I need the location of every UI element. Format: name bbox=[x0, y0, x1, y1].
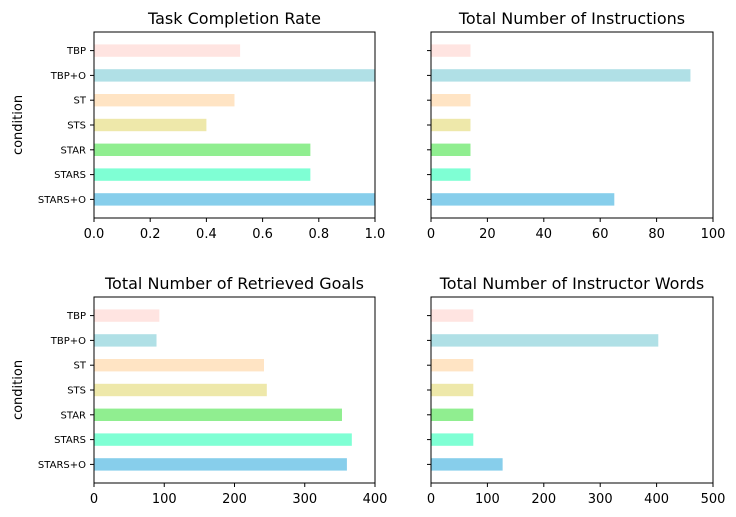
y-tick-label: STS bbox=[67, 386, 86, 397]
bar-tbp-pluso bbox=[431, 334, 659, 347]
y-tick-label: STAR bbox=[61, 410, 87, 421]
y-tick-label: STARS+O bbox=[38, 460, 86, 471]
bar-stars bbox=[94, 168, 311, 181]
bar-tbp bbox=[431, 309, 474, 322]
x-tick-label: 80 bbox=[648, 227, 665, 242]
bar-st bbox=[94, 94, 235, 107]
y-tick-label: TBP+O bbox=[50, 71, 86, 82]
chart-title: Task Completion Rate bbox=[147, 9, 321, 28]
y-tick-label: STARS bbox=[54, 170, 86, 181]
x-tick-label: 400 bbox=[363, 492, 388, 507]
x-tick-label: 400 bbox=[644, 492, 669, 507]
bar-star bbox=[94, 408, 342, 421]
y-tick-label: TBP bbox=[66, 311, 86, 322]
x-tick-label: 200 bbox=[222, 492, 247, 507]
subplot-1: Task Completion Rate 0.0 0.2 0.4 0.6 0.8 1.0 ST… bbox=[11, 9, 385, 242]
y-axis-label: condition bbox=[11, 95, 26, 155]
y-tick-label: STARS+O bbox=[38, 195, 86, 206]
y-tick-label: STARS bbox=[54, 435, 86, 446]
bar-stars-pluso bbox=[94, 193, 375, 206]
bar-tbp bbox=[94, 44, 241, 57]
bar-tbp-pluso bbox=[431, 69, 691, 82]
axes-frame bbox=[430, 31, 714, 219]
chart-title: Total Number of Retrieved Goals bbox=[104, 274, 364, 293]
x-tick-label: 1.0 bbox=[365, 227, 386, 242]
bar-sts bbox=[94, 118, 207, 132]
bar-sts bbox=[431, 383, 474, 397]
x-tick-label: 20 bbox=[479, 227, 496, 242]
x-tick-label: 0 bbox=[427, 227, 435, 242]
bar-tbp-pluso bbox=[94, 334, 157, 347]
bar-stars-pluso bbox=[431, 458, 503, 471]
bar-stars-pluso bbox=[94, 458, 347, 471]
bar-stars-pluso bbox=[431, 193, 615, 206]
bar-st bbox=[431, 359, 474, 372]
chart-title: Total Number of Instructions bbox=[458, 9, 685, 28]
y-tick-label: STAR bbox=[61, 145, 87, 156]
bar-stars bbox=[431, 433, 474, 446]
x-tick-label: 60 bbox=[592, 227, 609, 242]
x-tick-label: 0.6 bbox=[252, 227, 273, 242]
x-tick-label: 0.0 bbox=[84, 227, 105, 242]
x-tick-label: 100 bbox=[475, 492, 500, 507]
y-tick-label: TBP+O bbox=[50, 336, 86, 347]
x-tick-label: 0 bbox=[90, 492, 98, 507]
subplot-2: Total Number of Instructions 0 20 40 60 80 100 bbox=[427, 9, 726, 242]
bar-st bbox=[94, 359, 265, 372]
bar-tbp bbox=[431, 44, 471, 57]
subplot-4: Total Number of Instructor Words 0 100 200 3… bbox=[427, 274, 726, 507]
x-tick-label: 200 bbox=[531, 492, 556, 507]
bar-stars bbox=[431, 168, 471, 181]
y-axis-label: condition bbox=[11, 360, 26, 420]
y-tick-label: STS bbox=[67, 121, 86, 132]
chart-title: Total Number of Instructor Words bbox=[439, 274, 705, 293]
x-tick-label: 0.2 bbox=[140, 227, 161, 242]
x-tick-label: 300 bbox=[588, 492, 613, 507]
bar-sts bbox=[431, 118, 471, 132]
y-tick-label: TBP bbox=[66, 46, 86, 57]
subplot-3: Total Number of Retrieved Goals 0 100 200 30… bbox=[11, 274, 387, 507]
x-tick-label: 500 bbox=[701, 492, 726, 507]
bar-st bbox=[431, 94, 471, 107]
x-tick-label: 300 bbox=[292, 492, 317, 507]
x-tick-label: 0.8 bbox=[308, 227, 329, 242]
x-tick-label: 40 bbox=[536, 227, 553, 242]
x-tick-label: 0 bbox=[427, 492, 435, 507]
x-tick-label: 0.4 bbox=[196, 227, 217, 242]
bar-tbp-pluso bbox=[94, 69, 375, 82]
bar-star bbox=[431, 143, 471, 156]
x-tick-label: 100 bbox=[701, 227, 726, 242]
bar-tbp bbox=[94, 309, 160, 322]
bar-stars bbox=[94, 433, 352, 446]
bar-star bbox=[431, 408, 474, 421]
y-tick-label: ST bbox=[74, 361, 87, 372]
x-tick-label: 100 bbox=[152, 492, 177, 507]
y-tick-label: ST bbox=[74, 96, 87, 107]
bar-star bbox=[94, 143, 311, 156]
bar-sts bbox=[94, 383, 267, 397]
